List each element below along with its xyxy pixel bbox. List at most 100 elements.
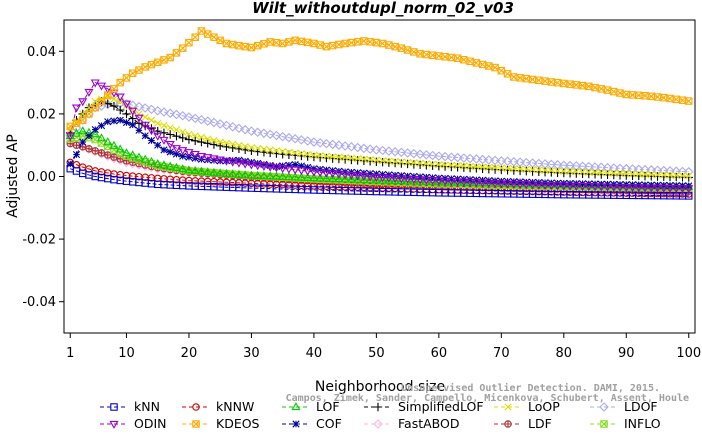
x-tick-label: 20: [181, 346, 198, 361]
data-point-loop: [535, 166, 543, 174]
data-point-lof: [128, 150, 138, 159]
data-point-cof: [79, 138, 87, 146]
data-point-lof: [203, 167, 213, 176]
data-point-loop: [247, 144, 256, 152]
data-point-kdeos: [103, 91, 112, 99]
data-point-cof: [254, 159, 262, 167]
data-point-loop: [435, 161, 443, 169]
data-point-ldf: [72, 141, 81, 149]
legend-item-loop: LoOP: [494, 399, 560, 414]
data-point-loop: [585, 168, 593, 176]
data-point-cof: [85, 132, 93, 140]
data-point-cof: [172, 150, 181, 158]
data-point-cof: [260, 160, 268, 168]
data-point-ldof: [152, 105, 163, 116]
data-point-loop: [429, 160, 437, 168]
data-point-loop: [553, 167, 562, 175]
data-point-ldof: [134, 101, 144, 112]
data-point-simplifiedlof: [178, 133, 187, 143]
legend: kNN kNNW LOF SimplifiedLOF LoOP LDOF ODIN KDEOS…: [100, 399, 661, 431]
data-point-kdeos: [78, 116, 87, 124]
axes-layer: 1 10 20 30 40 50 60 70 80 90 100 -0.04 -0.02 0.00 0.02…: [22, 45, 701, 361]
legend-marker: [291, 402, 301, 411]
legend-label: LoOP: [528, 399, 560, 414]
data-point-cof: [166, 148, 174, 156]
data-point-odin: [259, 162, 269, 171]
legend-label: SimplifiedLOF: [398, 399, 484, 414]
data-point-odin: [465, 178, 475, 187]
data-point-ldof: [209, 117, 219, 128]
data-point-ldf: [103, 151, 112, 159]
data-point-odin: [346, 171, 356, 180]
data-point-odin: [596, 183, 606, 192]
y-tick-label: -0.04: [22, 295, 56, 310]
data-point-lof: [140, 154, 150, 163]
data-point-simplifiedlof: [122, 109, 131, 119]
data-point-ldof: [290, 134, 300, 144]
data-point-ldof: [459, 153, 469, 163]
data-point-ldof: [496, 156, 507, 166]
data-point-loop: [454, 162, 462, 170]
watermark-line-2: Unsupervised Outlier Detection. DAMI, 20…: [401, 382, 660, 394]
data-point-loop: [597, 169, 605, 177]
data-point-odin: [415, 176, 425, 185]
data-point-odin: [378, 174, 388, 183]
data-point-simplifiedlof: [166, 130, 175, 139]
data-point-cof: [266, 161, 274, 170]
data-point-lof: [259, 171, 269, 180]
data-point-odin: [571, 182, 581, 191]
data-point-odin: [146, 127, 157, 136]
data-point-loop: [166, 124, 174, 132]
data-point-loop: [603, 169, 612, 177]
data-point-lof: [178, 164, 188, 173]
y-tick-label: 0.00: [27, 170, 56, 185]
data-point-ldof: [534, 158, 544, 169]
data-point-loop: [578, 168, 587, 176]
data-point-loop: [391, 157, 399, 166]
data-point-loop: [478, 163, 487, 171]
data-point-odin: [265, 163, 275, 172]
data-point-odin: [409, 176, 419, 185]
data-point-loop: [528, 166, 537, 174]
x-tick-label: 10: [118, 346, 135, 361]
data-point-ldof: [484, 155, 494, 165]
data-point-lof: [171, 162, 181, 171]
data-point-loop: [560, 167, 568, 175]
data-point-cof: [229, 156, 237, 165]
data-point-cof: [160, 146, 168, 154]
data-point-odin: [278, 165, 288, 174]
data-point-lof: [146, 156, 157, 165]
data-point-kdeos: [641, 91, 649, 100]
data-point-ldof: [240, 124, 250, 135]
data-point-kdeos: [185, 38, 193, 47]
legend-item-kdeos: KDEOS: [182, 416, 260, 431]
data-point-loop: [491, 164, 499, 172]
data-point-odin: [84, 88, 94, 97]
legend-item-lof: LOF: [282, 399, 340, 414]
data-point-lof: [153, 159, 163, 168]
data-point-loop: [329, 153, 337, 161]
data-point-ldof: [527, 158, 538, 168]
data-point-odin: [428, 177, 438, 186]
legend-label: KDEOS: [216, 416, 260, 431]
data-point-odin: [240, 160, 250, 169]
data-point-ldof: [359, 143, 369, 154]
series-loop: [66, 93, 693, 180]
data-point-ldof: [415, 149, 425, 160]
data-point-loop: [466, 162, 474, 170]
data-point-loop: [628, 170, 637, 178]
data-point-cof: [104, 118, 112, 126]
data-point-odin: [446, 177, 456, 187]
legend-label: INFLO: [624, 416, 661, 431]
data-point-ldf: [97, 149, 106, 157]
data-point-loop: [285, 148, 293, 156]
data-point-loop: [510, 165, 518, 173]
data-point-kdeos: [97, 97, 106, 106]
data-point-ldof: [509, 156, 519, 167]
data-point-odin: [590, 183, 600, 192]
series-knn: [66, 164, 693, 200]
legend-marker: [504, 403, 512, 411]
legend-marker: [373, 402, 383, 412]
data-point-odin: [140, 121, 150, 130]
data-point-odin: [496, 180, 506, 189]
